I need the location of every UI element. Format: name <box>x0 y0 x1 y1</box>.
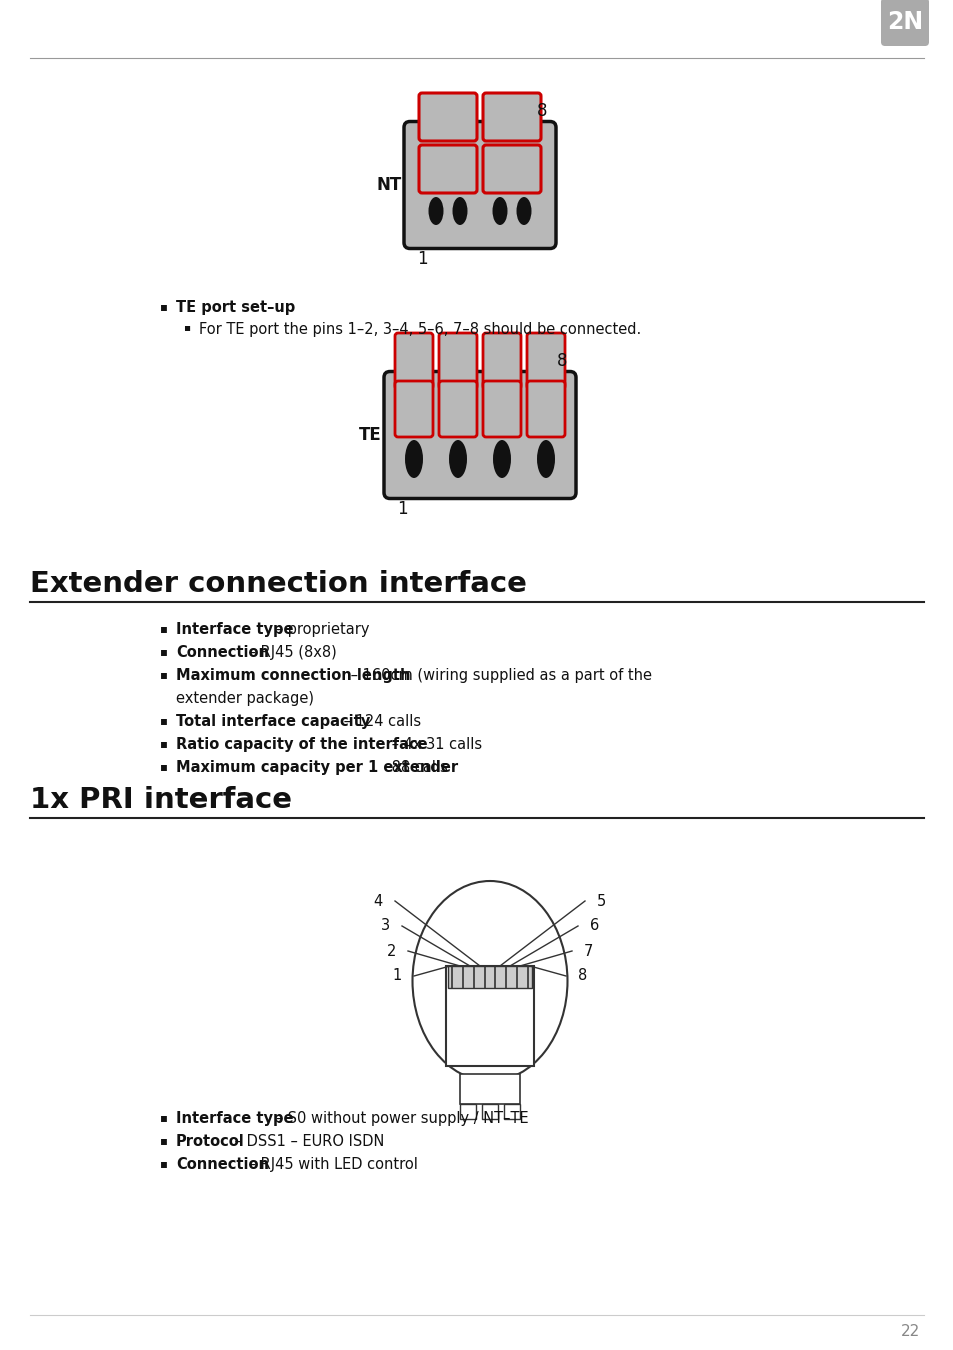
Ellipse shape <box>516 144 531 173</box>
Bar <box>481 1104 497 1119</box>
Text: For TE port the pins 1–2, 3–4, 5–6, 7–8 should be connected.: For TE port the pins 1–2, 3–4, 5–6, 7–8 … <box>199 323 640 338</box>
Ellipse shape <box>405 392 422 431</box>
Text: TE: TE <box>359 427 381 444</box>
Text: Maximum connection length: Maximum connection length <box>175 668 410 683</box>
Text: – 160cm (wiring supplied as a part of the: – 160cm (wiring supplied as a part of th… <box>346 668 651 683</box>
Text: – 4x 31 calls: – 4x 31 calls <box>386 737 481 752</box>
Text: ▪: ▪ <box>160 760 168 774</box>
FancyBboxPatch shape <box>880 0 928 46</box>
Text: ▪: ▪ <box>160 622 168 634</box>
Text: 88 calls: 88 calls <box>386 760 447 775</box>
Text: 1: 1 <box>393 968 401 984</box>
Text: NT: NT <box>376 176 401 194</box>
FancyBboxPatch shape <box>482 144 540 193</box>
Ellipse shape <box>449 392 467 431</box>
Bar <box>459 1104 476 1119</box>
Text: ▪: ▪ <box>160 645 168 657</box>
FancyBboxPatch shape <box>418 144 476 193</box>
Ellipse shape <box>492 197 507 225</box>
Text: extender package): extender package) <box>175 691 314 706</box>
Text: ▪: ▪ <box>160 1157 168 1170</box>
Ellipse shape <box>516 197 531 225</box>
Text: Ratio capacity of the interface: Ratio capacity of the interface <box>175 737 427 752</box>
Ellipse shape <box>537 440 555 478</box>
Text: – RJ45 (8x8): – RJ45 (8x8) <box>244 645 336 660</box>
Text: – RJ45 with LED control: – RJ45 with LED control <box>244 1157 417 1172</box>
Text: Interface type: Interface type <box>175 622 294 637</box>
Text: ▪: ▪ <box>160 668 168 680</box>
Ellipse shape <box>493 392 511 431</box>
Bar <box>459 1075 519 1104</box>
Ellipse shape <box>493 440 511 478</box>
Text: Connection: Connection <box>175 645 269 660</box>
FancyBboxPatch shape <box>384 371 576 498</box>
Ellipse shape <box>452 197 467 225</box>
Ellipse shape <box>412 882 567 1081</box>
Bar <box>448 967 532 988</box>
Text: 2N: 2N <box>886 9 923 34</box>
FancyBboxPatch shape <box>482 381 520 437</box>
Text: TE port set–up: TE port set–up <box>175 300 294 315</box>
Text: 8: 8 <box>537 103 547 120</box>
Text: 5: 5 <box>597 894 605 909</box>
Text: 3: 3 <box>380 918 390 933</box>
Text: Protocol: Protocol <box>175 1134 245 1149</box>
Text: 22: 22 <box>900 1324 919 1339</box>
Text: 7: 7 <box>583 944 593 958</box>
Ellipse shape <box>452 144 467 173</box>
FancyBboxPatch shape <box>403 122 556 248</box>
FancyBboxPatch shape <box>418 93 476 140</box>
Text: – DSS1 – EURO ISDN: – DSS1 – EURO ISDN <box>231 1134 384 1149</box>
Text: 4: 4 <box>374 894 382 909</box>
Text: Extender connection interface: Extender connection interface <box>30 570 526 598</box>
Ellipse shape <box>537 392 555 431</box>
Text: – proprietary: – proprietary <box>271 622 370 637</box>
FancyBboxPatch shape <box>438 381 476 437</box>
Text: 8: 8 <box>578 968 587 984</box>
Ellipse shape <box>405 440 422 478</box>
Ellipse shape <box>428 197 443 225</box>
FancyBboxPatch shape <box>438 333 476 389</box>
Ellipse shape <box>449 440 467 478</box>
Text: 8: 8 <box>557 352 567 370</box>
Text: 1: 1 <box>416 250 427 267</box>
Text: Interface type: Interface type <box>175 1111 294 1126</box>
Text: 2: 2 <box>386 944 395 958</box>
Bar <box>446 967 534 1066</box>
FancyBboxPatch shape <box>526 381 564 437</box>
Text: ▪: ▪ <box>160 737 168 751</box>
Text: Total interface capacity: Total interface capacity <box>175 714 370 729</box>
Text: – S0 without power supply / NT–TE: – S0 without power supply / NT–TE <box>271 1111 528 1126</box>
Text: – 124 calls: – 124 calls <box>339 714 421 729</box>
Text: Connection: Connection <box>175 1157 269 1172</box>
Ellipse shape <box>428 144 443 173</box>
Text: ▪: ▪ <box>160 714 168 728</box>
Ellipse shape <box>492 144 507 173</box>
Text: 1: 1 <box>396 500 407 517</box>
FancyBboxPatch shape <box>395 381 433 437</box>
Bar <box>503 1104 519 1119</box>
Text: Maximum capacity per 1 extender: Maximum capacity per 1 extender <box>175 760 457 775</box>
Text: 6: 6 <box>589 918 598 933</box>
Text: ▪: ▪ <box>183 323 190 332</box>
Text: ▪: ▪ <box>160 300 168 313</box>
FancyBboxPatch shape <box>482 333 520 389</box>
Text: 1x PRI interface: 1x PRI interface <box>30 786 292 814</box>
FancyBboxPatch shape <box>482 93 540 140</box>
FancyBboxPatch shape <box>526 333 564 389</box>
FancyBboxPatch shape <box>395 333 433 389</box>
Text: ▪: ▪ <box>160 1111 168 1125</box>
Text: ▪: ▪ <box>160 1134 168 1148</box>
